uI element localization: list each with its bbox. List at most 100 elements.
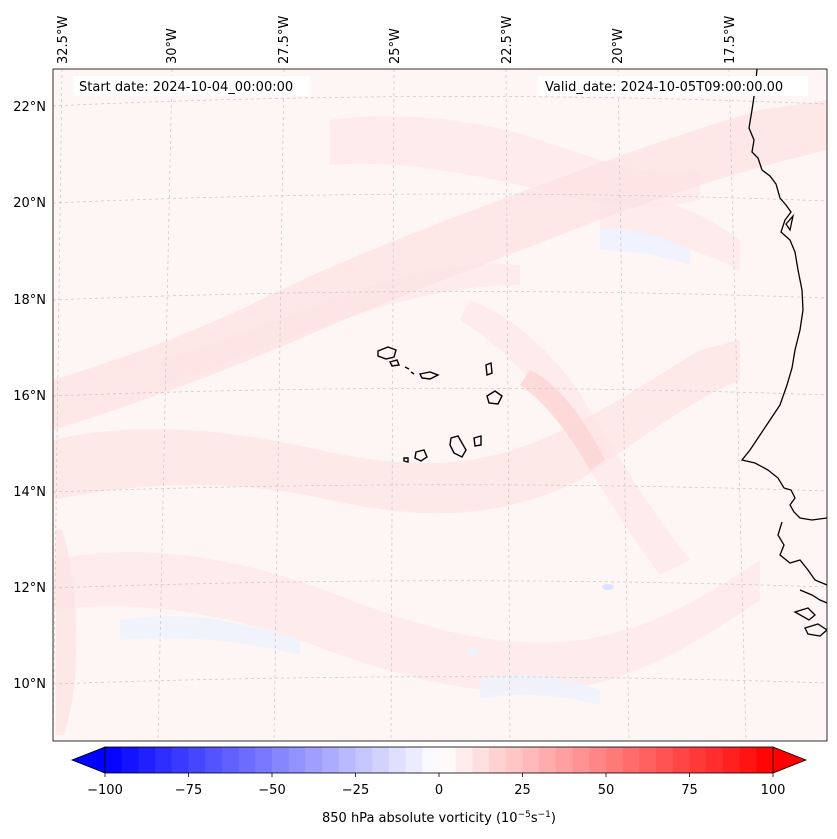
island-maio	[473, 435, 482, 447]
vorticity-band	[520, 370, 605, 470]
vorticity-band	[330, 116, 700, 207]
meridian	[505, 69, 511, 741]
parallel	[53, 580, 827, 589]
start-date-label: Start date: 2024-10-04_00:00:00	[79, 80, 293, 95]
valid-date-label: Valid_date: 2024-10-05T09:00:00.00	[545, 80, 783, 95]
coast-island	[793, 607, 816, 621]
meridian	[273, 69, 285, 741]
colorbar-title-exp: −5	[518, 810, 531, 820]
colorbar-segment	[639, 747, 657, 773]
colorbar-tick-labels: −100 −75 −50 −25 0 25 50 75 100	[87, 783, 785, 798]
colorbar-segment	[305, 747, 323, 773]
meridian	[390, 69, 395, 741]
lon-label: 17.5°W	[723, 16, 738, 64]
colorbar-segment	[689, 747, 707, 773]
colorbar-segment	[138, 747, 156, 773]
lon-label: 20°W	[611, 28, 626, 64]
colorbar-segment	[706, 747, 724, 773]
island-sao-nicolau	[418, 371, 440, 380]
colorbar-segment	[572, 747, 590, 773]
island-santa-luzia	[404, 366, 410, 370]
colorbar-tick-label: −25	[342, 783, 369, 798]
island-sal	[485, 362, 493, 376]
island-brava	[403, 457, 409, 463]
colorbar-segment	[105, 747, 123, 773]
colorbar-tick-label: −75	[175, 783, 202, 798]
lat-label: 10°N	[13, 677, 46, 692]
colorbar-segment	[322, 747, 340, 773]
colorbar-tick-label: −100	[87, 783, 123, 798]
island-santiago	[449, 435, 467, 458]
lat-label: 22°N	[13, 100, 46, 115]
colorbar-segment	[555, 747, 574, 773]
colorbar-tick-label: 75	[681, 783, 698, 798]
colorbar-title-exp: −1	[538, 810, 551, 820]
vorticity-negative-patch	[600, 228, 690, 265]
colorbar-extend-max	[772, 746, 808, 774]
colorbar-segment	[355, 747, 373, 773]
colorbar-segment	[622, 747, 640, 773]
lat-label: 14°N	[13, 485, 46, 500]
colorbar-extend-min	[70, 746, 106, 774]
parallel	[53, 193, 827, 204]
colorbar-tick-label: 50	[598, 783, 615, 798]
colorbar-segment	[288, 747, 306, 773]
colorbar-segment	[188, 747, 206, 773]
africa-coast	[777, 521, 827, 586]
colorbar-segment	[505, 747, 523, 773]
parallel	[53, 484, 827, 493]
longitude-labels: 32.5°W 30°W 27.5°W 25°W 22.5°W 20°W 17.5…	[56, 16, 738, 64]
colorbar-segment	[455, 747, 473, 773]
parallel	[53, 676, 827, 685]
vorticity-negative-patch	[120, 616, 300, 655]
coast-island	[785, 213, 795, 232]
colorbar-segment	[472, 747, 490, 773]
colorbar-segment	[272, 747, 290, 773]
colorbar-segment	[489, 747, 507, 773]
graticule	[53, 69, 827, 741]
lat-label: 16°N	[13, 389, 46, 404]
vorticity-band	[600, 197, 740, 270]
colorbar-tick-label: −50	[258, 783, 285, 798]
island-sao-vicente	[388, 359, 400, 367]
island-santo-antao	[377, 346, 397, 360]
coastline	[740, 69, 827, 637]
meridian	[728, 69, 747, 741]
colorbar-segments	[105, 747, 774, 773]
map-frame	[52, 68, 828, 742]
colorbar-segment	[238, 747, 256, 773]
colorbar-tick-label: 25	[514, 783, 531, 798]
colorbar-segment	[522, 747, 540, 773]
colorbar-segment	[205, 747, 223, 773]
colorbar-segment	[372, 747, 390, 773]
parallel	[53, 387, 827, 397]
colorbar-segment	[388, 747, 407, 773]
meridian	[157, 69, 173, 741]
colorbar-segment	[171, 747, 189, 773]
lat-label: 18°N	[13, 293, 46, 308]
vorticity-negative-patch	[468, 648, 478, 656]
colorbar-segment	[155, 747, 173, 773]
colorbar-title-suffix: )	[551, 811, 556, 826]
vorticity-negative-patch	[602, 584, 614, 590]
colorbar-tick-label: 100	[761, 783, 786, 798]
colorbar-segment	[405, 747, 423, 773]
colorbar-segment	[589, 747, 607, 773]
start-date-box	[73, 76, 310, 96]
colorbar-ticks	[104, 773, 774, 777]
colorbar-segment	[338, 747, 356, 773]
lon-label: 22.5°W	[500, 16, 515, 64]
latitude-labels: 22°N 20°N 18°N 16°N 14°N 12°N 10°N	[13, 100, 46, 692]
vorticity-field	[53, 100, 827, 735]
africa-coast	[740, 69, 827, 521]
coast-island	[804, 623, 827, 637]
colorbar-title-unit: s	[531, 811, 538, 826]
lat-label: 12°N	[13, 581, 46, 596]
meridian	[53, 69, 63, 741]
island-boa-vista	[486, 390, 503, 405]
lon-label: 32.5°W	[56, 16, 71, 64]
colorbar-segment	[422, 747, 440, 773]
colorbar-title: 850 hPa absolute vorticity (10−5s−1)	[322, 810, 556, 826]
lon-label: 25°W	[388, 28, 403, 64]
